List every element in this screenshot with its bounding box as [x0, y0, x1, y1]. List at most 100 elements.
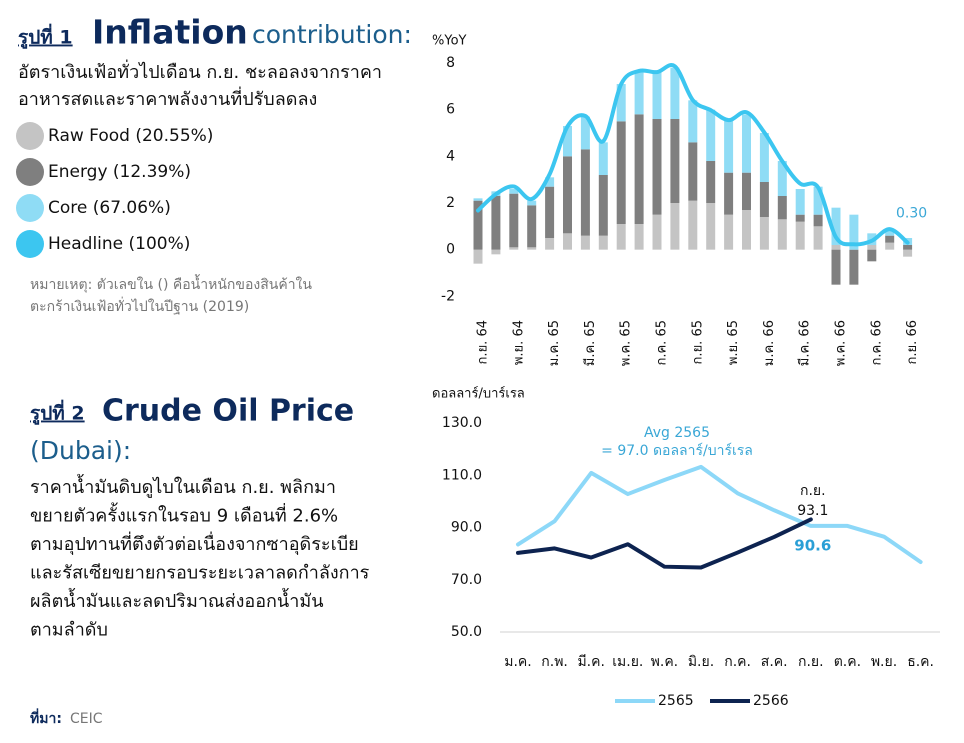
subtitle: อัตราเงินเฟ้อทั่วไปเดือน ก.ย. ชะลอลงจากร… — [18, 59, 382, 83]
bar-segment — [634, 70, 644, 115]
bar-segment — [527, 200, 537, 206]
legend-swatch — [16, 158, 44, 186]
bar-segment — [670, 203, 680, 250]
bar-segment — [580, 235, 590, 250]
legend-label: Raw Food (20.55%) — [48, 126, 213, 146]
bar-segment — [777, 196, 787, 220]
subtitle: อาหารสดและราคาพลังงานที่ปรับลดลง — [18, 86, 317, 110]
legend-label: Core (67.06%) — [48, 198, 171, 218]
bar-segment — [491, 196, 501, 250]
annotation-month: ก.ย. — [800, 483, 826, 499]
y-axis-label: %YoY — [432, 34, 467, 49]
bar-segment — [688, 100, 698, 143]
bar-segment — [652, 72, 662, 119]
bar-segment — [616, 84, 626, 122]
bar-segment — [742, 114, 751, 173]
bar-segment — [670, 67, 680, 119]
x-tick-label: พ.ค. 66 — [834, 320, 849, 366]
x-tick-label: เม.ย. — [612, 654, 643, 670]
bar-segment — [795, 221, 805, 250]
x-tick-label: ม.ค. — [504, 654, 532, 670]
x-tick-label: ก.ค. — [724, 654, 751, 670]
bar-segment — [598, 142, 608, 175]
bar-segment — [473, 200, 483, 250]
y-tick-label: -2 — [441, 288, 455, 304]
bar-segment — [777, 219, 787, 250]
bar-segment — [867, 249, 877, 262]
bar-segment — [527, 247, 537, 250]
bar-segment — [491, 249, 501, 255]
bar-segment — [706, 203, 716, 250]
bar-segment — [759, 182, 769, 217]
bar-segment — [598, 235, 608, 250]
bar-segment — [652, 119, 662, 215]
description: ผลิตน้ำมันและลดปริมาณส่งออกน้ำมัน — [30, 588, 324, 612]
bar-segment — [706, 161, 716, 203]
bar-segment — [813, 214, 823, 227]
bar-segment — [634, 224, 644, 250]
x-tick-label: ต.ค. — [834, 654, 861, 670]
bar-segment — [688, 200, 698, 250]
x-tick-label: มี.ค. — [577, 654, 605, 670]
chart-title: Crude Oil Price — [102, 394, 354, 429]
bar-segment — [563, 156, 572, 234]
bar-segment — [885, 235, 895, 243]
x-tick-label: พ.ย. — [871, 654, 897, 670]
y-tick-label: 4 — [446, 148, 455, 164]
data-label: 93.1 — [797, 503, 828, 519]
x-tick-label: พ.ย. 65 — [726, 320, 741, 365]
bar-segment — [759, 217, 769, 250]
bar-segment — [545, 177, 555, 187]
bar-segment — [777, 161, 787, 196]
bar-segment — [831, 249, 841, 285]
bar-segment — [527, 205, 537, 248]
bar-segment — [742, 172, 751, 210]
note: ตะกร้าเงินเฟ้อทั่วไปในปีฐาน (2019) — [30, 297, 249, 315]
legend-label: 2566 — [753, 693, 789, 709]
annotation: = 97.0 ดอลลาร์/บาร์เรล — [601, 442, 753, 459]
bar-segment — [598, 175, 608, 236]
bar-segment — [724, 119, 734, 173]
bar-segment — [545, 238, 555, 250]
bar-segment — [509, 247, 519, 250]
y-tick-label: 0 — [446, 242, 455, 258]
bar-segment — [563, 233, 572, 250]
bar-segment — [616, 224, 626, 250]
description: และรัสเซียขยายกรอบระยะเวลาลดกำลังการ — [30, 563, 370, 584]
data-label: 0.30 — [896, 206, 927, 222]
legend-swatch — [16, 122, 44, 150]
headline-line — [476, 63, 910, 247]
bar-segment — [724, 214, 734, 250]
y-tick-label: 50.0 — [451, 624, 482, 640]
description: ราคาน้ำมันดิบดูไบในเดือน ก.ย. พลิกมา — [30, 474, 336, 498]
x-tick-label: ก.ค. 66 — [869, 320, 884, 366]
bar-segment — [706, 109, 716, 161]
bar-segment — [867, 245, 877, 250]
bar-segment — [473, 198, 483, 201]
bar-segment — [616, 121, 626, 224]
data-label: 90.6 — [794, 537, 831, 555]
bar-segment — [742, 210, 751, 250]
bar-segment — [634, 114, 644, 224]
legend-label: Headline (100%) — [48, 234, 190, 254]
bar-segment — [509, 189, 519, 194]
series-line — [516, 464, 923, 564]
y-tick-label: 110.0 — [442, 467, 482, 483]
bar-segment — [831, 245, 841, 250]
x-tick-label: ก.ย. — [798, 654, 824, 670]
legend-label: 2565 — [658, 693, 694, 709]
x-tick-label: ก.ย. 65 — [690, 320, 705, 364]
x-tick-label: พ.ค. — [651, 654, 679, 670]
x-tick-label: ส.ค. — [761, 654, 788, 670]
bar-segment — [813, 186, 823, 215]
bar-segment — [545, 186, 555, 238]
legend-swatch — [16, 194, 44, 222]
bar-segment — [903, 249, 913, 257]
bar-segment — [580, 116, 590, 150]
bar-segment — [670, 119, 680, 203]
source-text: CEIC — [70, 711, 103, 727]
bar-segment — [885, 242, 895, 250]
y-tick-label: 130.0 — [442, 415, 482, 431]
bar-segment — [849, 214, 859, 250]
